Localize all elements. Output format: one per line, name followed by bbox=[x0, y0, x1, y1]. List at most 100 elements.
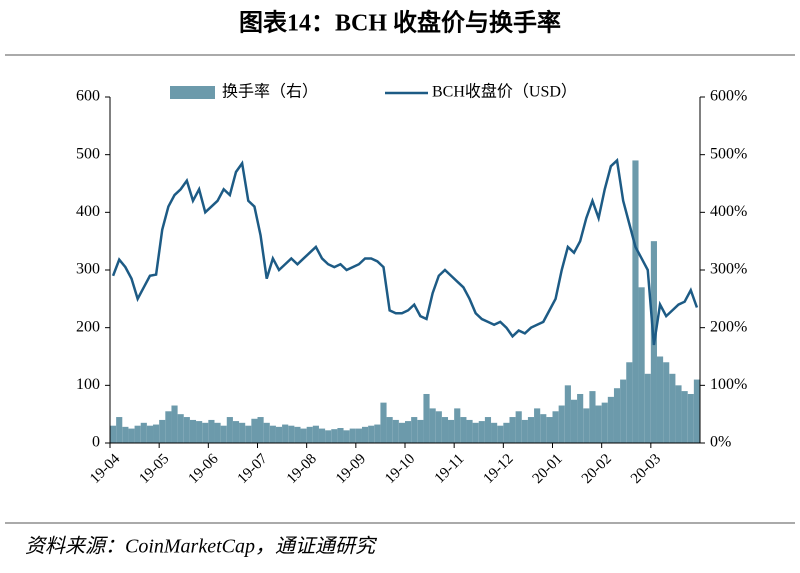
bar bbox=[337, 428, 344, 443]
x-tick-label: 19-05 bbox=[136, 451, 172, 487]
bar bbox=[226, 417, 233, 443]
bar bbox=[171, 405, 178, 443]
legend-label: BCH收盘价（USD） bbox=[432, 82, 577, 101]
y2-tick-label: 600% bbox=[710, 88, 747, 105]
y-tick-label: 300 bbox=[76, 261, 100, 278]
bar bbox=[177, 414, 184, 443]
bar bbox=[509, 417, 516, 443]
bar bbox=[570, 399, 578, 443]
x-tick-label: 19-10 bbox=[382, 451, 418, 487]
bar bbox=[232, 421, 240, 443]
y2-tick-label: 100% bbox=[710, 376, 747, 393]
bar bbox=[398, 422, 405, 443]
bar bbox=[183, 417, 190, 443]
y-tick-label: 100 bbox=[76, 376, 100, 393]
bar bbox=[693, 379, 700, 443]
x-tick-label: 19-08 bbox=[284, 451, 320, 487]
bar bbox=[343, 430, 350, 443]
bar bbox=[583, 408, 590, 443]
y-tick-label: 0 bbox=[92, 434, 100, 451]
bar bbox=[595, 405, 602, 443]
bar bbox=[478, 421, 485, 443]
x-tick-label: 20-03 bbox=[628, 451, 664, 487]
bar bbox=[423, 393, 430, 443]
bar bbox=[515, 411, 522, 443]
price-line bbox=[111, 157, 699, 346]
bar bbox=[165, 411, 172, 443]
bar bbox=[405, 421, 412, 443]
y2-tick-label: 0% bbox=[710, 434, 731, 451]
bar bbox=[417, 419, 424, 443]
source-note: 资料来源：CoinMarketCap，通证通研究 bbox=[25, 536, 378, 558]
bar bbox=[282, 424, 289, 443]
bar bbox=[386, 417, 393, 443]
bar bbox=[202, 422, 209, 443]
bar bbox=[626, 362, 633, 443]
bar bbox=[196, 421, 203, 443]
bar bbox=[318, 428, 326, 443]
bar bbox=[153, 424, 160, 443]
bar bbox=[368, 425, 375, 443]
bar bbox=[220, 425, 227, 443]
x-tick-label: 19-04 bbox=[87, 451, 123, 487]
bar bbox=[491, 422, 498, 443]
bar bbox=[460, 417, 467, 443]
bar bbox=[275, 426, 283, 443]
bar bbox=[552, 411, 559, 443]
bar bbox=[361, 426, 369, 443]
bar bbox=[484, 417, 492, 443]
x-tick-label: 20-01 bbox=[530, 451, 566, 487]
bar bbox=[134, 425, 141, 443]
legend-swatch bbox=[170, 86, 215, 99]
bar bbox=[349, 428, 356, 443]
bar bbox=[325, 430, 332, 443]
y2-tick-label: 200% bbox=[710, 318, 747, 335]
bar bbox=[644, 373, 651, 443]
bar bbox=[239, 422, 246, 443]
bar bbox=[613, 388, 621, 443]
bar bbox=[669, 373, 676, 443]
x-tick-label: 19-11 bbox=[432, 451, 468, 487]
bar bbox=[546, 417, 553, 443]
bar bbox=[521, 419, 528, 443]
legend-label: 换手率（右） bbox=[222, 83, 318, 101]
x-tick-label: 19-12 bbox=[481, 451, 517, 487]
bar bbox=[312, 425, 319, 443]
bar bbox=[374, 424, 381, 443]
bar bbox=[116, 417, 123, 443]
bar bbox=[441, 417, 449, 443]
bar bbox=[681, 391, 688, 443]
bar bbox=[675, 385, 682, 443]
bar bbox=[577, 393, 584, 443]
bar bbox=[448, 419, 455, 443]
y2-tick-label: 500% bbox=[710, 145, 747, 162]
bar bbox=[122, 426, 129, 443]
bar bbox=[632, 160, 639, 443]
bar bbox=[411, 417, 418, 443]
bar bbox=[331, 429, 338, 443]
bar bbox=[355, 428, 362, 443]
bar bbox=[620, 379, 627, 443]
bar bbox=[663, 362, 670, 443]
bar bbox=[527, 417, 535, 443]
bar bbox=[503, 422, 510, 443]
bar bbox=[497, 425, 504, 443]
y-tick-label: 400 bbox=[76, 203, 100, 220]
y2-tick-label: 400% bbox=[710, 203, 747, 220]
bar bbox=[601, 402, 608, 443]
bar bbox=[189, 419, 197, 443]
bar bbox=[435, 411, 442, 443]
bar bbox=[589, 391, 596, 443]
x-tick-label: 20-02 bbox=[579, 451, 615, 487]
bar bbox=[687, 393, 694, 443]
bar bbox=[300, 428, 307, 443]
bar bbox=[429, 408, 436, 443]
y-tick-label: 600 bbox=[76, 88, 100, 105]
bar bbox=[534, 408, 541, 443]
bar bbox=[110, 425, 117, 443]
bar bbox=[306, 426, 313, 443]
bar bbox=[558, 405, 565, 443]
x-tick-label: 19-09 bbox=[333, 451, 369, 487]
